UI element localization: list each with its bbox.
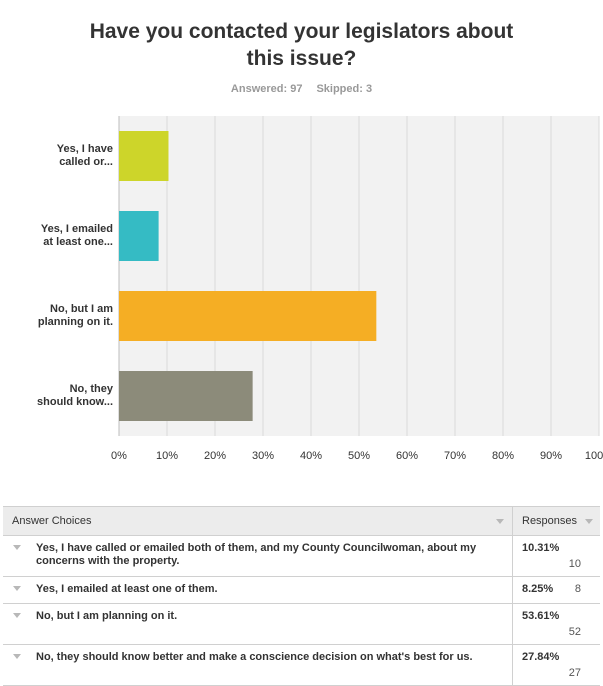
expand-row-icon[interactable] [13,545,21,550]
category-label: No, but I am planning on it. [37,303,113,328]
x-tick-label: 60% [395,450,419,462]
row-choice: No, they should know better and make a c… [36,651,473,663]
row-choice: Yes, I have called or emailed both of th… [36,542,477,567]
answer-choices-header[interactable]: Answer Choices [12,515,92,527]
responses-header[interactable]: Responses [522,515,578,527]
table-row: No, they should know better and make a c… [3,645,600,686]
x-tick-label: 50% [347,450,371,462]
row-percent: 8.25% [522,583,554,595]
row-choice: Yes, I emailed at least one of them. [36,583,218,595]
table-row: Yes, I emailed at least one of them. 8.2… [3,577,600,604]
x-tick-label: 40% [299,450,323,462]
x-tick-label: 90% [539,450,563,462]
chart-title-line-2: this issue? [246,47,357,70]
expand-row-icon[interactable] [13,654,21,659]
response-summary: Answered: 97 Skipped: 3 [0,83,603,95]
bar[interactable] [119,291,377,341]
x-tick-label: 10% [155,450,179,462]
category-label: No, they should know... [37,383,113,408]
expand-row-icon[interactable] [13,586,21,591]
x-tick-label: 0% [111,450,127,462]
bar[interactable] [119,131,169,181]
bar[interactable] [119,371,253,421]
category-label: Yes, I have called or... [56,143,113,168]
bar-chart [118,116,600,436]
row-count: 8 [574,583,581,595]
row-percent: 53.61% [522,610,560,622]
table-row: No, but I am planning on it. 53.61% 52 [3,604,600,645]
chart-title: Have you contacted your legislators abou… [0,18,603,72]
table-header: Answer Choices Responses [3,507,600,536]
expand-row-icon[interactable] [13,613,21,618]
x-tick-label: 100% [584,450,603,462]
row-percent: 10.31% [522,542,560,554]
row-count: 52 [568,626,581,638]
sort-answer-choices-icon[interactable] [496,519,504,524]
table-row: Yes, I have called or emailed both of th… [3,536,600,577]
x-tick-label: 20% [203,450,227,462]
x-tick-label: 80% [491,450,515,462]
skipped-count: Skipped: 3 [316,83,373,95]
row-count: 10 [568,558,581,570]
x-tick-label: 30% [251,450,275,462]
bar[interactable] [119,211,159,261]
sort-responses-icon[interactable] [585,519,593,524]
x-tick-label: 70% [443,450,467,462]
answer-table: Answer Choices Responses Yes, I have cal… [3,506,600,686]
answered-count: Answered: 97 [230,83,303,95]
chart-title-line-1: Have you contacted your legislators abou… [89,20,514,43]
row-choice: No, but I am planning on it. [36,610,178,622]
category-label: Yes, I emailed at least one... [40,223,113,248]
row-percent: 27.84% [522,651,560,663]
row-count: 27 [568,667,581,679]
